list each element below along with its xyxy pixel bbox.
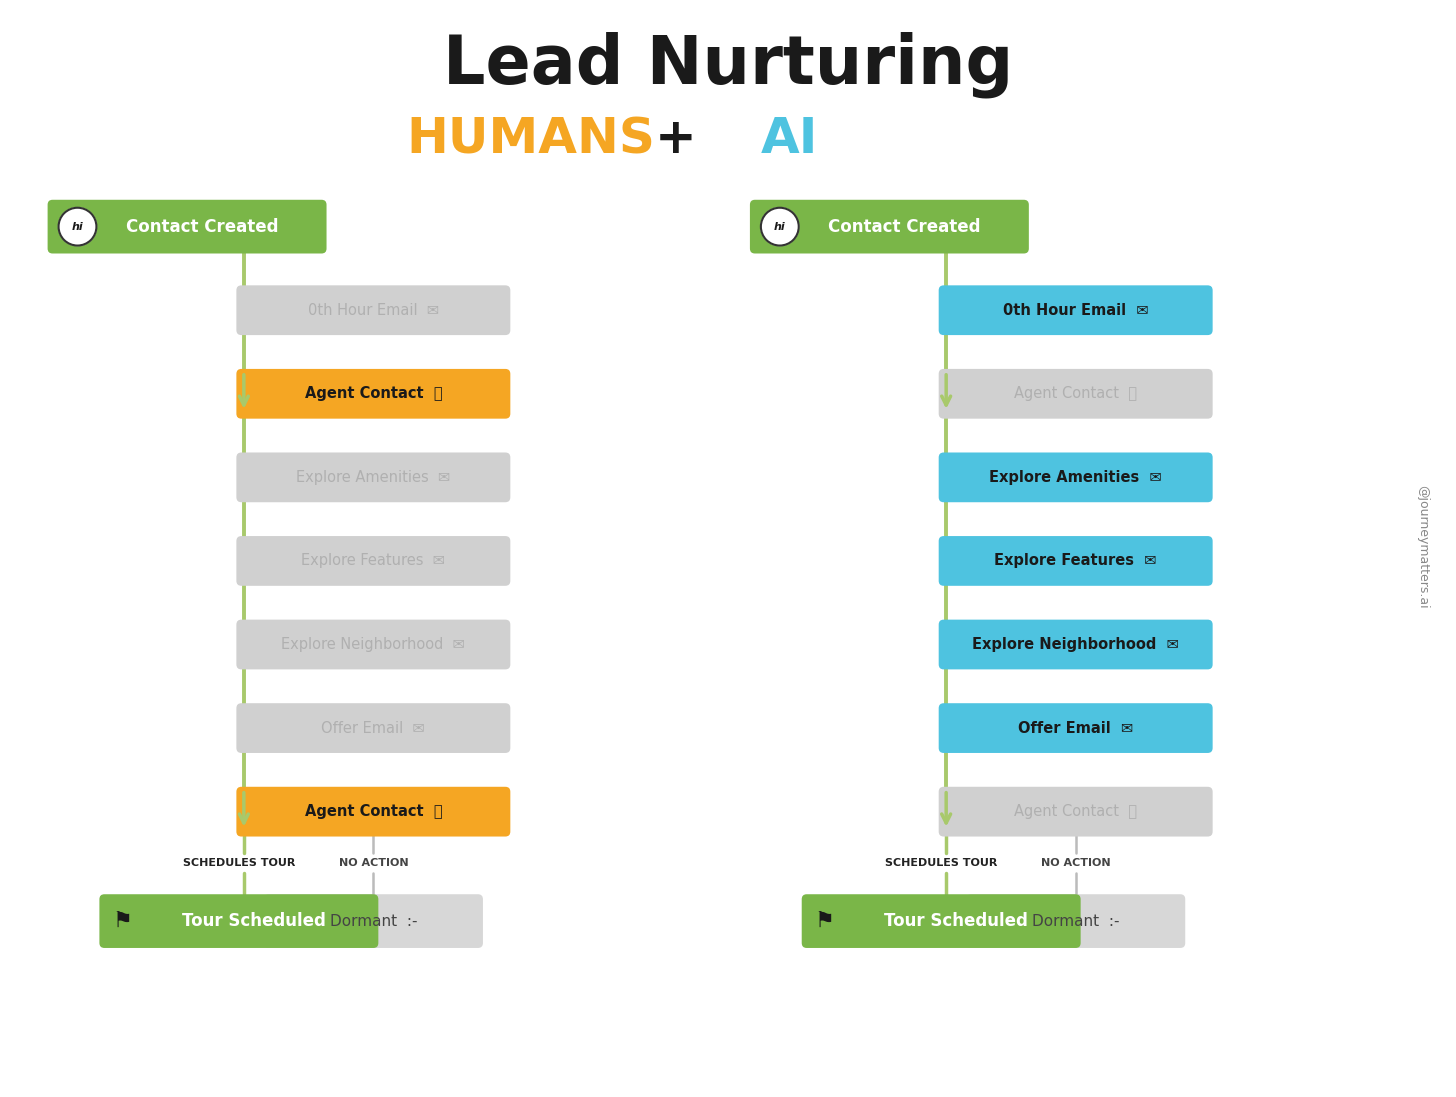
Text: Agent Contact  ⛹: Agent Contact ⛹ — [1015, 804, 1137, 819]
FancyBboxPatch shape — [99, 894, 379, 948]
Text: 0th Hour Email  ✉: 0th Hour Email ✉ — [1003, 303, 1149, 318]
Text: hi: hi — [775, 222, 786, 231]
FancyBboxPatch shape — [236, 787, 511, 837]
Text: AI: AI — [761, 115, 818, 163]
FancyBboxPatch shape — [939, 703, 1213, 753]
FancyBboxPatch shape — [236, 285, 511, 335]
FancyBboxPatch shape — [939, 369, 1213, 419]
Text: Explore Features  ✉: Explore Features ✉ — [994, 554, 1158, 568]
FancyBboxPatch shape — [939, 787, 1213, 837]
FancyBboxPatch shape — [236, 536, 511, 586]
Text: hi: hi — [71, 222, 83, 231]
FancyBboxPatch shape — [236, 452, 511, 502]
Text: Tour Scheduled: Tour Scheduled — [182, 912, 326, 930]
Text: NO ACTION: NO ACTION — [339, 858, 408, 869]
FancyBboxPatch shape — [939, 452, 1213, 502]
Text: Contact Created: Contact Created — [125, 217, 278, 236]
Text: @journeymatters.ai: @journeymatters.ai — [1415, 485, 1428, 609]
Text: Lead Nurturing: Lead Nurturing — [443, 31, 1013, 98]
Text: HUMANS: HUMANS — [406, 115, 655, 163]
FancyBboxPatch shape — [967, 894, 1185, 948]
FancyBboxPatch shape — [750, 200, 1029, 253]
Text: Offer Email  ✉: Offer Email ✉ — [322, 721, 425, 736]
FancyBboxPatch shape — [264, 894, 483, 948]
Text: SCHEDULES TOUR: SCHEDULES TOUR — [885, 858, 997, 869]
FancyBboxPatch shape — [236, 703, 511, 753]
Text: ⚑: ⚑ — [112, 912, 132, 931]
FancyBboxPatch shape — [939, 620, 1213, 669]
Text: Offer Email  ✉: Offer Email ✉ — [1018, 721, 1133, 736]
Text: Explore Neighborhood  ✉: Explore Neighborhood ✉ — [973, 637, 1179, 652]
Text: Agent Contact  ⛹: Agent Contact ⛹ — [1015, 386, 1137, 402]
Text: SCHEDULES TOUR: SCHEDULES TOUR — [182, 858, 296, 869]
Text: Explore Amenities  ✉: Explore Amenities ✉ — [296, 470, 450, 485]
Circle shape — [58, 207, 96, 246]
FancyBboxPatch shape — [939, 536, 1213, 586]
FancyBboxPatch shape — [236, 369, 511, 419]
FancyBboxPatch shape — [802, 894, 1080, 948]
Text: Contact Created: Contact Created — [828, 217, 980, 236]
Text: ⚑: ⚑ — [814, 912, 834, 931]
FancyBboxPatch shape — [236, 620, 511, 669]
FancyBboxPatch shape — [48, 200, 326, 253]
Text: Explore Amenities  ✉: Explore Amenities ✉ — [989, 470, 1162, 485]
Text: +: + — [654, 115, 696, 163]
Circle shape — [761, 207, 799, 246]
Text: Agent Contact  ⛹: Agent Contact ⛹ — [304, 386, 443, 402]
Text: Explore Neighborhood  ✉: Explore Neighborhood ✉ — [281, 637, 466, 652]
Text: Agent Contact  ⛹: Agent Contact ⛹ — [304, 804, 443, 819]
Text: NO ACTION: NO ACTION — [1041, 858, 1111, 869]
Text: Explore Features  ✉: Explore Features ✉ — [301, 554, 446, 568]
FancyBboxPatch shape — [939, 285, 1213, 335]
Text: Tour Scheduled: Tour Scheduled — [884, 912, 1028, 930]
Text: Dormant  :-: Dormant :- — [329, 914, 416, 928]
Text: 0th Hour Email  ✉: 0th Hour Email ✉ — [307, 303, 438, 318]
Text: Dormant  :-: Dormant :- — [1032, 914, 1120, 928]
